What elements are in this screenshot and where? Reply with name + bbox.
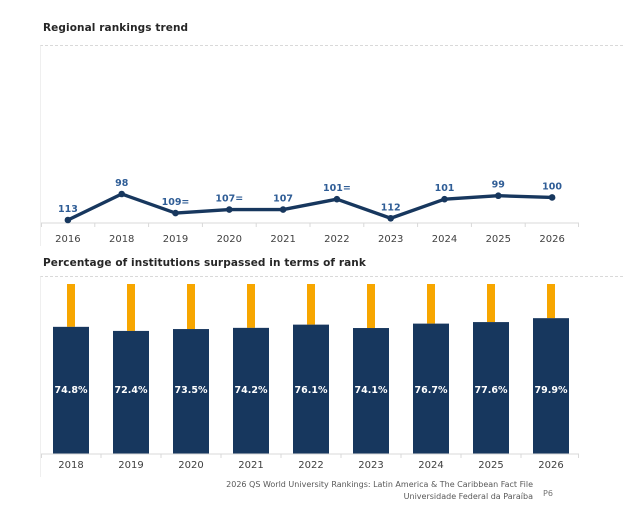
svg-text:112: 112 xyxy=(381,202,401,213)
svg-text:101=: 101= xyxy=(323,183,351,194)
svg-text:2025: 2025 xyxy=(486,234,511,245)
svg-text:2024: 2024 xyxy=(432,234,457,245)
footer: 2026 QS World University Rankings: Latin… xyxy=(133,479,533,503)
svg-text:107=: 107= xyxy=(215,194,243,205)
svg-text:101: 101 xyxy=(435,183,455,194)
svg-text:107: 107 xyxy=(273,194,293,205)
svg-text:76.7%: 76.7% xyxy=(415,385,448,396)
svg-text:2022: 2022 xyxy=(324,234,349,245)
svg-text:99: 99 xyxy=(492,180,505,191)
bar-chart-canvas: 74.8% 2018 72.4% 2019 73.5% 2020 74.2% 2021 76.1… xyxy=(41,284,579,471)
svg-text:74.2%: 74.2% xyxy=(235,385,268,396)
line-chart-canvas: 113 2016 98 2018 109= 2019 107= 2020 107 2021 101=… xyxy=(41,178,579,245)
regional-rankings-line-chart: 113 2016 98 2018 109= 2019 107= 2020 107 2021 101=… xyxy=(40,45,623,246)
svg-text:2022: 2022 xyxy=(298,460,323,471)
svg-text:109=: 109= xyxy=(162,197,190,208)
svg-text:2026: 2026 xyxy=(538,460,563,471)
svg-text:2018: 2018 xyxy=(58,460,83,471)
percent-surpassed-bar-chart: 74.8% 2018 72.4% 2019 73.5% 2020 74.2% 2021 76.1… xyxy=(40,276,623,477)
svg-text:100: 100 xyxy=(542,181,562,192)
svg-text:98: 98 xyxy=(115,178,129,189)
svg-text:2023: 2023 xyxy=(358,460,383,471)
page-number: P6 xyxy=(543,489,553,498)
svg-text:2019: 2019 xyxy=(118,460,143,471)
svg-text:73.5%: 73.5% xyxy=(175,385,208,396)
svg-text:2023: 2023 xyxy=(378,234,403,245)
svg-text:2021: 2021 xyxy=(270,234,295,245)
svg-text:74.8%: 74.8% xyxy=(55,385,88,396)
svg-text:2019: 2019 xyxy=(163,234,188,245)
line-chart-title: Regional rankings trend xyxy=(43,22,189,34)
svg-text:77.6%: 77.6% xyxy=(475,385,508,396)
svg-text:2018: 2018 xyxy=(109,234,134,245)
bar-chart-title: Percentage of institutions surpassed in … xyxy=(43,257,366,269)
footer-institution-name: Universidade Federal da Paraíba xyxy=(403,492,533,501)
svg-text:2020: 2020 xyxy=(178,460,203,471)
svg-text:76.1%: 76.1% xyxy=(295,385,328,396)
svg-text:2021: 2021 xyxy=(238,460,263,471)
svg-text:79.9%: 79.9% xyxy=(535,385,568,396)
svg-text:2025: 2025 xyxy=(478,460,503,471)
svg-text:2026: 2026 xyxy=(539,234,564,245)
svg-text:113: 113 xyxy=(58,204,78,215)
footer-report-title: 2026 QS World University Rankings: Latin… xyxy=(226,480,533,489)
svg-text:2016: 2016 xyxy=(55,234,80,245)
svg-text:2020: 2020 xyxy=(217,234,242,245)
svg-text:2024: 2024 xyxy=(418,460,443,471)
svg-text:74.1%: 74.1% xyxy=(355,385,388,396)
svg-text:72.4%: 72.4% xyxy=(115,385,148,396)
